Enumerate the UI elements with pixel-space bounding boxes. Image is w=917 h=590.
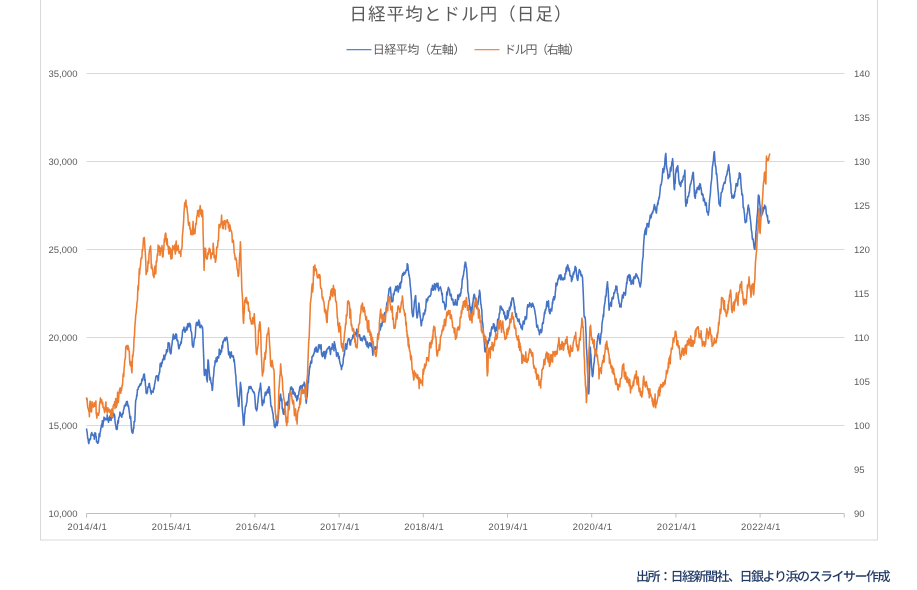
svg-text:95: 95 xyxy=(854,465,865,476)
svg-text:90: 90 xyxy=(854,509,865,520)
svg-text:15,000: 15,000 xyxy=(48,421,77,432)
svg-text:2015/4/1: 2015/4/1 xyxy=(152,522,192,533)
svg-text:30,000: 30,000 xyxy=(48,157,77,168)
svg-text:140: 140 xyxy=(854,69,870,80)
svg-text:2016/4/1: 2016/4/1 xyxy=(236,522,276,533)
svg-text:35,000: 35,000 xyxy=(48,69,77,80)
svg-text:2014/4/1: 2014/4/1 xyxy=(67,522,107,533)
svg-text:105: 105 xyxy=(854,377,870,388)
svg-text:135: 135 xyxy=(854,113,870,124)
svg-text:2019/4/1: 2019/4/1 xyxy=(488,522,528,533)
svg-text:20,000: 20,000 xyxy=(48,333,77,344)
svg-text:100: 100 xyxy=(854,421,870,432)
svg-text:2018/4/1: 2018/4/1 xyxy=(404,522,444,533)
svg-text:25,000: 25,000 xyxy=(48,245,77,256)
svg-text:2022/4/1: 2022/4/1 xyxy=(741,522,781,533)
svg-text:10,000: 10,000 xyxy=(48,509,77,520)
svg-text:2021/4/1: 2021/4/1 xyxy=(657,522,697,533)
svg-text:110: 110 xyxy=(854,333,869,344)
svg-text:120: 120 xyxy=(854,245,870,256)
svg-text:130: 130 xyxy=(854,157,870,168)
svg-text:2017/4/1: 2017/4/1 xyxy=(320,522,360,533)
svg-text:115: 115 xyxy=(854,289,869,300)
svg-text:2020/4/1: 2020/4/1 xyxy=(573,522,613,533)
svg-text:125: 125 xyxy=(854,201,870,212)
